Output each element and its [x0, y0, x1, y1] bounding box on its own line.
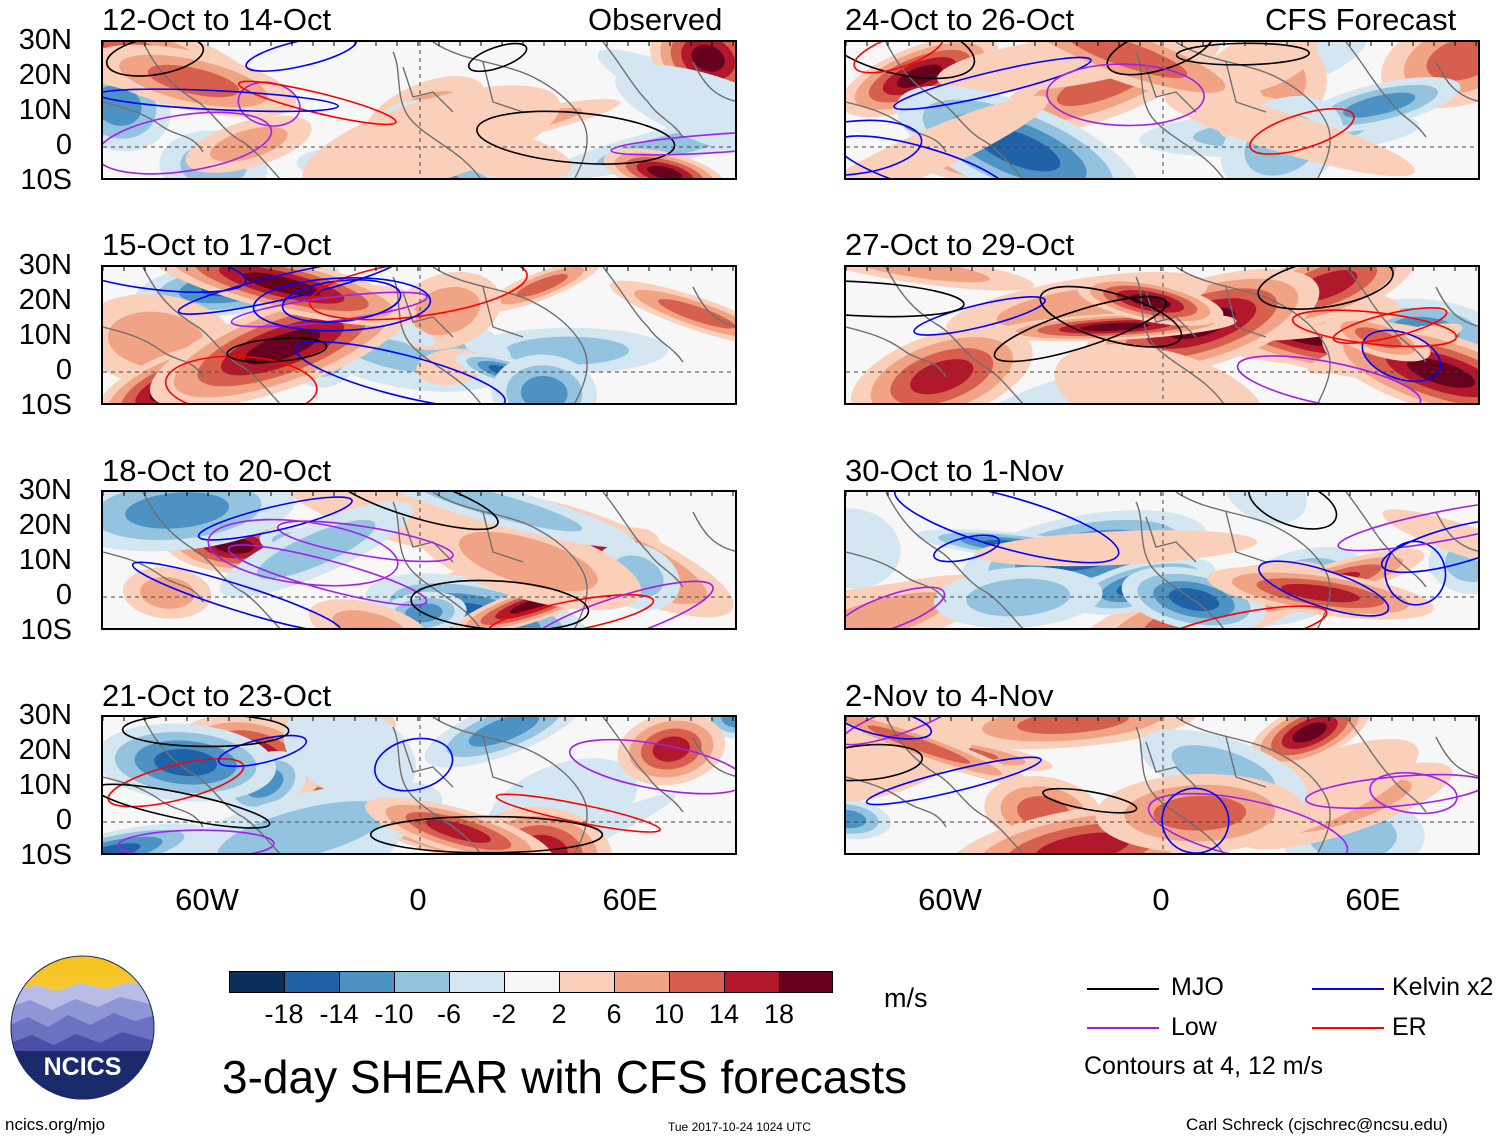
lat-label: 30N	[18, 474, 72, 506]
lat-label: 10S	[20, 164, 72, 196]
legend-note: Contours at 4, 12 m/s	[1084, 1052, 1324, 1080]
colorbar-label: -18	[264, 999, 304, 1029]
panel-tag: CFS Forecast	[1265, 2, 1457, 37]
panel-title: 24-Oct to 26-Oct	[845, 2, 1075, 37]
shear-map-panel	[101, 265, 737, 405]
shear-field	[846, 42, 1478, 178]
legend-label: MJO	[1171, 973, 1224, 1001]
lat-label: 0	[55, 354, 72, 386]
colorbar-bin	[504, 971, 560, 993]
colorbar-label: 10	[653, 999, 685, 1029]
legend-line-er	[1312, 1027, 1384, 1029]
main-title: 3-day SHEAR with CFS forecasts	[222, 1051, 908, 1103]
lon-label: 60W	[918, 882, 982, 917]
timestamp: Tue 2017-10-24 1024 UTC	[668, 1120, 811, 1134]
colorbar-label: 2	[551, 999, 567, 1029]
lat-label: 20N	[18, 734, 72, 766]
colorbar-bin	[229, 971, 285, 993]
shear-field	[103, 717, 735, 853]
colorbar-label: -14	[319, 999, 359, 1029]
shear-map-panel	[844, 40, 1480, 180]
lat-label: 30N	[18, 699, 72, 731]
colorbar-bin	[559, 971, 615, 993]
colorbar-label: -6	[436, 999, 461, 1029]
lat-label: 10S	[20, 614, 72, 646]
colorbar-label: 6	[606, 999, 622, 1029]
panel-title: 18-Oct to 20-Oct	[102, 453, 332, 488]
colorbar-bin	[669, 971, 725, 993]
shear-map-panel	[844, 490, 1480, 630]
lat-label: 30N	[18, 24, 72, 56]
ncics-link[interactable]: ncics.org/mjo	[5, 1115, 106, 1134]
lat-label: 10N	[18, 769, 72, 801]
lon-label: 60W	[175, 882, 239, 917]
lat-label: 10S	[20, 389, 72, 421]
shear-field	[103, 42, 735, 178]
panel-title: 27-Oct to 29-Oct	[845, 227, 1075, 262]
shear-map-panel	[844, 715, 1480, 855]
colorbar	[229, 971, 833, 995]
lon-label: 60E	[602, 882, 658, 917]
panel-tag: Observed	[588, 2, 723, 37]
shear-field	[103, 492, 735, 628]
colorbar-label: -2	[491, 999, 516, 1029]
lat-label: 10N	[18, 94, 72, 126]
lat-label: 0	[55, 579, 72, 611]
shear-map-panel	[844, 265, 1480, 405]
shear-field	[846, 492, 1478, 628]
lon-label: 0	[1152, 882, 1170, 917]
legend-label: Low	[1171, 1013, 1217, 1041]
lat-label: 20N	[18, 509, 72, 541]
lat-label: 0	[55, 129, 72, 161]
shear-field	[103, 267, 735, 403]
lat-label: 20N	[18, 59, 72, 91]
panel-title: 2-Nov to 4-Nov	[845, 678, 1054, 713]
colorbar-bin	[394, 971, 450, 993]
colorbar-bin	[339, 971, 395, 993]
shear-map-panel	[101, 40, 737, 180]
lon-label: 0	[409, 882, 427, 917]
colorbar-units: m/s	[884, 983, 928, 1013]
colorbar-bin	[724, 971, 780, 993]
logo-text: NCICS	[43, 1053, 122, 1081]
legend-line-kelvin	[1312, 988, 1384, 990]
colorbar-bin	[449, 971, 505, 993]
panel-title: 15-Oct to 17-Oct	[102, 227, 332, 262]
shear-map-panel	[101, 490, 737, 630]
lat-label: 0	[55, 804, 72, 836]
legend-label: ER	[1392, 1013, 1427, 1041]
panel-title: 12-Oct to 14-Oct	[102, 2, 332, 37]
legend-label: Kelvin x2	[1392, 973, 1494, 1001]
shear-field	[846, 267, 1478, 403]
colorbar-label: 18	[763, 999, 795, 1029]
legend-line-mjo	[1087, 988, 1159, 990]
lon-label: 60E	[1345, 882, 1401, 917]
shear-map-panel	[101, 715, 737, 855]
panel-title: 21-Oct to 23-Oct	[102, 678, 332, 713]
colorbar-bin	[779, 971, 833, 993]
shear-field	[846, 717, 1478, 853]
lat-label: 30N	[18, 249, 72, 281]
ncics-logo: NCICS	[10, 955, 155, 1100]
colorbar-label: -10	[374, 999, 414, 1029]
lat-label: 10N	[18, 319, 72, 351]
colorbar-label: 14	[708, 999, 740, 1029]
lat-label: 10S	[20, 839, 72, 871]
lat-label: 10N	[18, 544, 72, 576]
panel-title: 30-Oct to 1-Nov	[845, 453, 1064, 488]
legend-line-low	[1087, 1027, 1159, 1029]
author-credit: Carl Schreck (cjschrec@ncsu.edu)	[1186, 1115, 1448, 1134]
lat-label: 20N	[18, 284, 72, 316]
colorbar-bin	[284, 971, 340, 993]
colorbar-bin	[614, 971, 670, 993]
